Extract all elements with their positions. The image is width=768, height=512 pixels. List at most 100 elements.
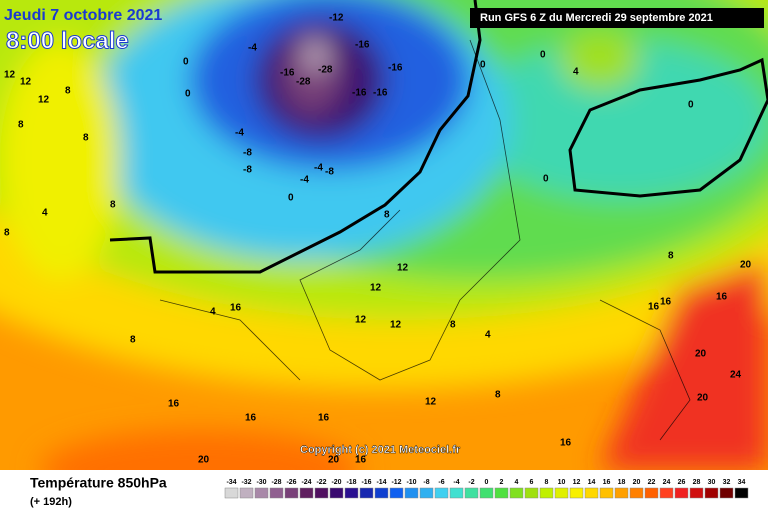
contour-label: 12 — [397, 263, 409, 274]
contour-label: 0 — [543, 174, 549, 185]
contour-label: 16 — [230, 303, 242, 314]
contour-label: -4 — [248, 43, 257, 54]
scale-label: 16 — [603, 479, 611, 486]
scale-swatch — [374, 487, 389, 499]
coastline — [159, 39, 691, 441]
scale-label: -34 — [226, 479, 236, 486]
scale-swatch — [419, 487, 434, 499]
scale-swatch — [719, 487, 734, 499]
scale-swatch — [224, 487, 239, 499]
scale-label: -20 — [331, 479, 341, 486]
scale-swatch — [599, 487, 614, 499]
scale-swatch — [509, 487, 524, 499]
contour-label: 20 — [198, 455, 210, 466]
scale-swatch — [494, 487, 509, 499]
footer-title: Température 850hPa — [30, 475, 167, 491]
contour-label: 12 — [390, 320, 402, 331]
contour-label: -16 — [373, 88, 388, 99]
scale-label: 28 — [693, 479, 701, 486]
scale-label: 0 — [485, 479, 489, 486]
contour-label: 8 — [450, 320, 456, 331]
scale-label: -24 — [301, 479, 311, 486]
contour-labels: -12-16-16 -28-28-16 -16-16-4-4-8-8 -4 -8-400… — [4, 13, 752, 466]
contour-label: -8 — [243, 165, 252, 176]
scale-label: -30 — [256, 479, 266, 486]
scale-swatch — [614, 487, 629, 499]
scale-label: -4 — [453, 479, 459, 486]
scale-swatch — [659, 487, 674, 499]
scale-swatch — [389, 487, 404, 499]
scale-label: -18 — [346, 479, 356, 486]
contour-label: -16 — [355, 40, 370, 51]
contour-label: 0 — [480, 60, 486, 71]
contour-label: 12 — [425, 397, 437, 408]
scale-swatch — [254, 487, 269, 499]
scale-swatch — [404, 487, 419, 499]
scale-label: 30 — [708, 479, 716, 486]
contour-label: -4 — [314, 163, 323, 174]
contour-label: -28 — [318, 65, 333, 76]
scale-swatch — [479, 487, 494, 499]
footer-lead: (+ 192h) — [30, 496, 72, 508]
scale-swatch — [689, 487, 704, 499]
contour-label: 8 — [110, 200, 116, 211]
contour-label: -8 — [325, 167, 334, 178]
scale-swatch — [644, 487, 659, 499]
scale-label: -12 — [391, 479, 401, 486]
scale-swatch — [359, 487, 374, 499]
zero-isotherm-east — [568, 57, 768, 198]
contour-label: 8 — [65, 86, 71, 97]
scale-swatch — [284, 487, 299, 499]
scale-label: -14 — [376, 479, 386, 486]
contour-label: 0 — [688, 100, 694, 111]
date: Jeudi 7 octobre 2021 — [4, 7, 162, 24]
scale-label: 32 — [723, 479, 731, 486]
scale-swatch — [584, 487, 599, 499]
contour-label: 12 — [20, 77, 32, 88]
scale-label: 2 — [500, 479, 504, 486]
contour-label: 4 — [210, 307, 216, 318]
scale-label: 26 — [678, 479, 686, 486]
contour-label: 12 — [38, 95, 50, 106]
copyright: Copyright (c) 2021 Meteociel.fr — [300, 444, 461, 456]
contour-label: -16 — [352, 88, 367, 99]
scale-label: 14 — [588, 479, 596, 486]
contour-label: 8 — [384, 210, 390, 221]
contour-label: 8 — [668, 251, 674, 262]
scale-label: 8 — [545, 479, 549, 486]
contour-label: 12 — [370, 283, 382, 294]
contour-label: 12 — [355, 315, 367, 326]
contour-label: -8 — [243, 148, 252, 159]
scale-label: -22 — [316, 479, 326, 486]
contour-label: 16 — [318, 413, 330, 424]
scale-label: 12 — [573, 479, 581, 486]
contour-label: 16 — [660, 297, 672, 308]
contour-label: 8 — [130, 335, 136, 346]
scale-swatch — [539, 487, 554, 499]
contour-label: 0 — [185, 89, 191, 100]
scale-label: -32 — [241, 479, 251, 486]
scale-swatch — [344, 487, 359, 499]
scale-swatch — [704, 487, 719, 499]
contour-label: 4 — [42, 208, 48, 219]
contour-label: 4 — [485, 330, 491, 341]
contour-label: -16 — [280, 68, 295, 79]
contour-label: 16 — [355, 455, 367, 466]
color-scale: -34 -32 -30 -28 -26 -24 -22 -20 -18 -16 -14 -12 -10-… — [224, 479, 749, 499]
run-box — [470, 8, 764, 28]
contour-label: 20 — [740, 260, 752, 271]
scale-swatch — [674, 487, 689, 499]
contour-label: 8 — [83, 133, 89, 144]
contour-label: -28 — [296, 77, 311, 88]
contour-label: 16 — [245, 413, 257, 424]
scale-label: 18 — [618, 479, 626, 486]
scale-swatch — [314, 487, 329, 499]
contour-label: 12 — [4, 70, 16, 81]
scale-swatch — [554, 487, 569, 499]
scale-label: 10 — [558, 479, 566, 486]
run: Run GFS 6 Z du Mercredi 29 septembre 202… — [480, 12, 713, 24]
scale-swatch — [734, 487, 749, 499]
scale-label: 22 — [648, 479, 656, 486]
contour-label: -16 — [388, 63, 403, 74]
